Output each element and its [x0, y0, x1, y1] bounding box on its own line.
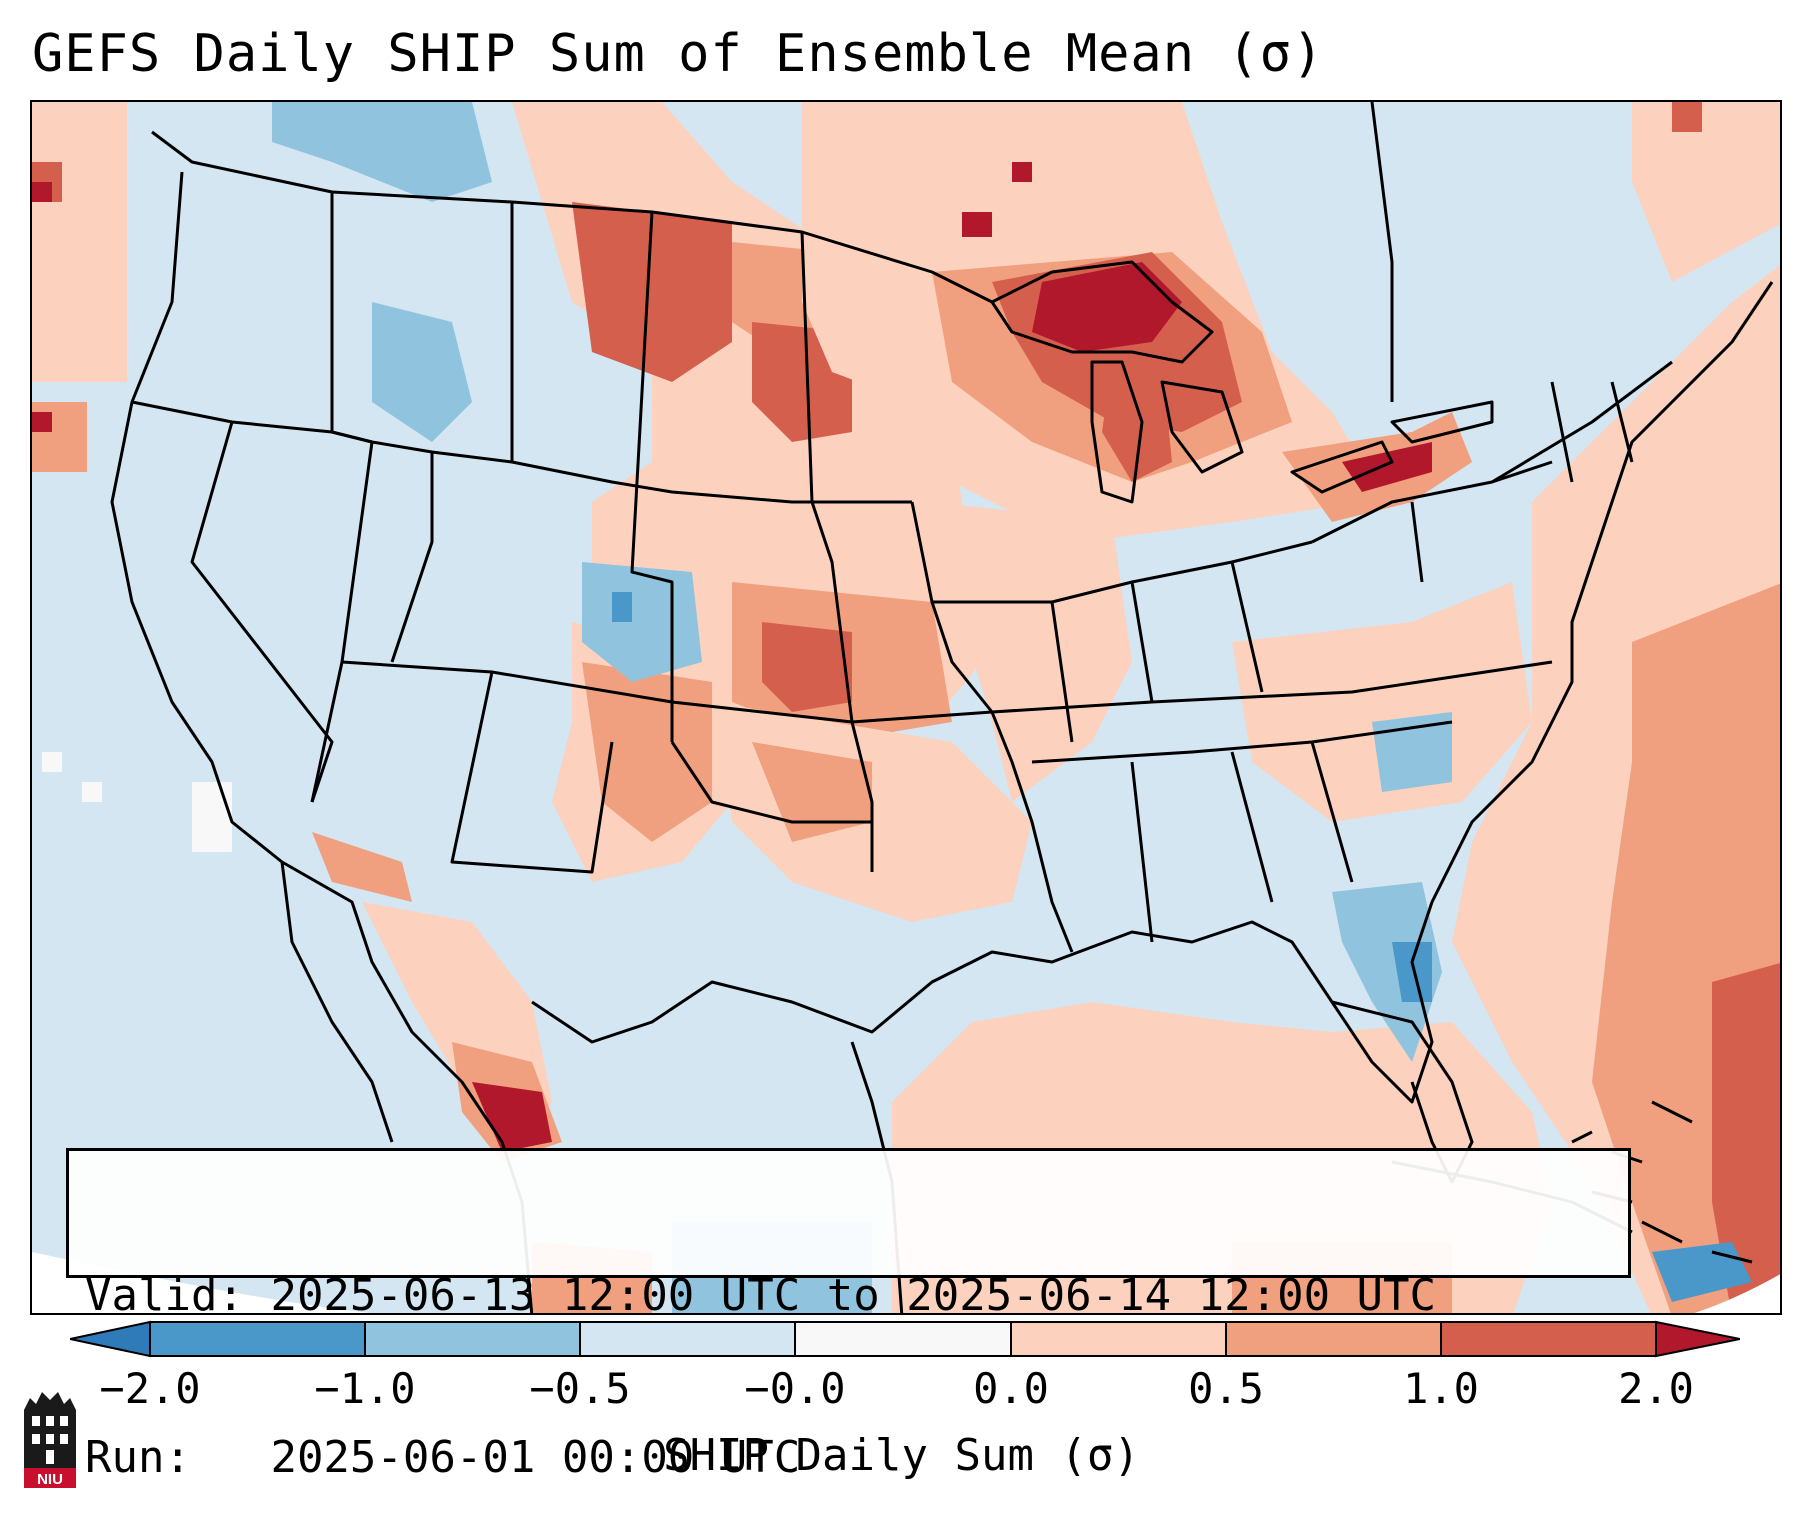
colorbar-tick-label: 0.0: [973, 1364, 1049, 1413]
colorbar-tick-label: 0.5: [1188, 1364, 1264, 1413]
map-panel[interactable]: [30, 100, 1782, 1315]
niu-logo-icon: NIU: [24, 1392, 76, 1488]
colorbar-bin-7: [1441, 1322, 1656, 1356]
colorbar-extend-high: [1655, 1320, 1740, 1358]
map-title: GEFS Daily SHIP Sum of Ensemble Mean (σ): [32, 24, 1325, 84]
colorbar-bin-1: [150, 1322, 365, 1356]
colorbar-bin-5: [1011, 1322, 1226, 1356]
colorbar-bin-4: [795, 1322, 1011, 1356]
colorbar-tick-label: −2.0: [99, 1364, 201, 1413]
colorbar: [70, 1320, 1740, 1358]
great-lakes-warm-anomaly: [802, 102, 1472, 542]
run-line: Run: 2025-06-01 00:00 UTC: [85, 1431, 1612, 1485]
projection-edge-right: [1694, 1274, 1780, 1313]
logo-text: NIU: [37, 1471, 63, 1488]
offshore-warm-anomaly: [32, 102, 127, 472]
colorbar-bin-2: [365, 1322, 580, 1356]
colorbar-bin-6: [1226, 1322, 1441, 1356]
valid-label: Valid:: [85, 1270, 244, 1321]
colorbar-tick-label: −0.5: [529, 1364, 631, 1413]
neutral-anomaly: [42, 752, 232, 852]
colorbar-tick-label: −1.0: [314, 1364, 416, 1413]
run-value: 2025-06-01 00:00 UTC: [270, 1432, 801, 1483]
valid-line: Valid: 2025-06-13 12:00 UTC to 2025-06-1…: [85, 1269, 1612, 1323]
colorbar-tick-label: −0.0: [744, 1364, 846, 1413]
east-warm-anomaly: [932, 102, 1780, 1313]
valid-value: 2025-06-13 12:00 UTC to 2025-06-14 12:00…: [270, 1270, 1437, 1321]
valid-run-info-box: Valid: 2025-06-13 12:00 UTC to 2025-06-1…: [66, 1148, 1631, 1483]
colorbar-bin-3: [580, 1322, 795, 1356]
projection-edge: [32, 1252, 371, 1313]
colorbar-tick-label: 2.0: [1618, 1364, 1694, 1413]
colorbar-tick-label: 1.0: [1403, 1364, 1479, 1413]
run-label: Run:: [85, 1432, 191, 1483]
colorbar-extend-low: [70, 1320, 151, 1358]
colorbar-label: SHIP Daily Sum (σ): [663, 1430, 1140, 1481]
anomaly-map: [32, 102, 1780, 1313]
